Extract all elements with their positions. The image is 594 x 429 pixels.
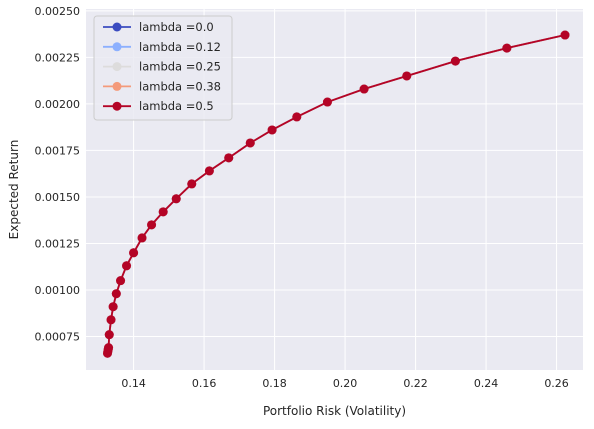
y-tick-label: 0.00075	[35, 331, 81, 344]
data-point	[502, 43, 512, 53]
x-axis-label: Portfolio Risk (Volatility)	[263, 404, 406, 418]
data-point	[245, 138, 255, 148]
data-point	[111, 289, 121, 299]
data-point	[104, 330, 114, 340]
grid-lines	[86, 9, 583, 370]
y-axis-label: Expected Return	[7, 140, 21, 240]
legend-marker	[112, 42, 122, 52]
data-point	[137, 233, 147, 243]
data-point	[267, 125, 277, 135]
x-tick-label: 0.16	[192, 377, 217, 390]
legend-marker	[112, 101, 122, 111]
data-point	[204, 166, 214, 176]
data-point	[322, 97, 332, 107]
data-point	[122, 261, 132, 271]
data-point	[560, 30, 570, 40]
y-tick-label: 0.00100	[35, 284, 81, 297]
series-lambda-0-5	[103, 30, 570, 358]
y-tick-label: 0.00150	[35, 191, 81, 204]
data-point	[359, 84, 369, 94]
legend-entry: lambda =0.38	[103, 79, 221, 93]
legend-marker	[112, 22, 122, 32]
data-point	[158, 207, 168, 217]
x-tick-label: 0.22	[403, 377, 428, 390]
data-point	[147, 220, 157, 230]
legend-label: lambda =0.25	[139, 60, 221, 74]
data-point	[106, 315, 116, 325]
legend-marker	[112, 62, 122, 72]
data-point	[187, 179, 197, 189]
x-tick-label: 0.14	[121, 377, 146, 390]
data-point	[116, 276, 126, 286]
legend: lambda =0.0 lambda =0.12 lambda =0.25 lambd…	[93, 15, 233, 121]
y-tick-label: 0.00175	[35, 144, 81, 157]
x-tick-label: 0.24	[474, 377, 499, 390]
data-point	[129, 248, 139, 258]
data-point	[224, 153, 234, 163]
legend-label: lambda =0.5	[139, 99, 214, 113]
legend-entry: lambda =0.12	[103, 40, 221, 54]
data-point	[450, 56, 460, 66]
x-tick-label: 0.18	[262, 377, 287, 390]
y-tick-label: 0.00225	[35, 51, 81, 64]
legend-label: lambda =0.0	[139, 20, 214, 34]
data-point	[104, 343, 114, 353]
data-point	[402, 71, 412, 81]
legend-label: lambda =0.12	[139, 40, 221, 54]
legend-label: lambda =0.38	[139, 79, 221, 93]
y-tick-labels: 0.00075 0.00100 0.00125 0.00150 0.00175 0.002…	[35, 5, 81, 344]
x-tick-label: 0.26	[544, 377, 569, 390]
data-point	[108, 302, 118, 312]
x-tick-label: 0.20	[333, 377, 358, 390]
legend-entry: lambda =0.25	[103, 60, 221, 74]
y-tick-label: 0.00125	[35, 237, 81, 250]
legend-entry: lambda =0.5	[103, 99, 214, 113]
legend-entry: lambda =0.0	[103, 20, 214, 34]
legend-box	[93, 15, 233, 121]
y-tick-label: 0.00250	[35, 5, 81, 18]
legend-marker	[112, 81, 122, 91]
y-tick-label: 0.00200	[35, 98, 81, 111]
x-tick-labels: 0.14 0.16 0.18 0.20 0.22 0.24 0.26	[121, 377, 568, 390]
data-point	[292, 112, 302, 122]
data-point	[171, 194, 181, 204]
series-group	[103, 30, 570, 358]
